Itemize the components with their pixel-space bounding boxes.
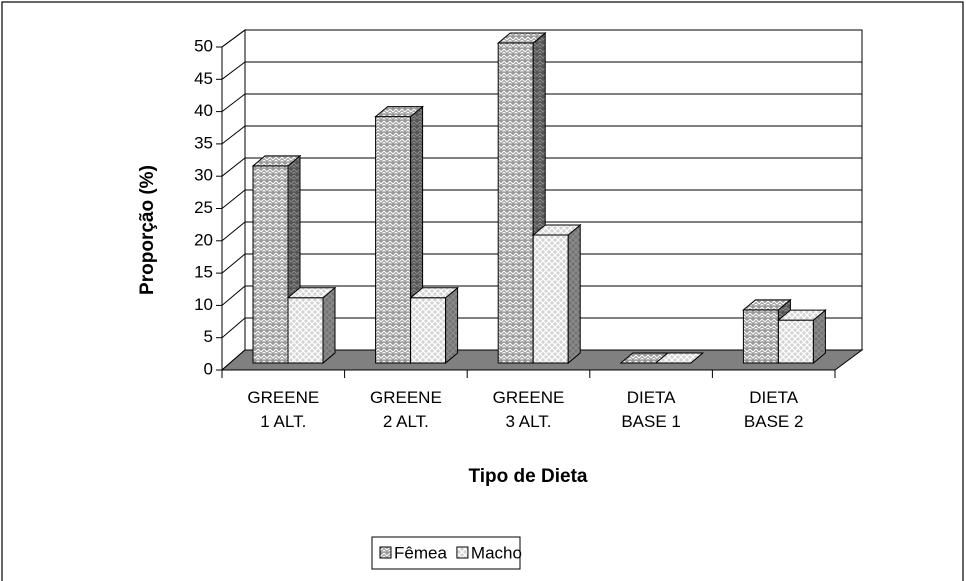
bar-side-shade [568,225,581,363]
x-tick-label: GREENE 1 ALT. [247,388,320,431]
bar-top [374,106,424,118]
grid-line-side [221,157,246,177]
bar-front [532,234,569,364]
grid-line-side [221,93,246,112]
legend-swatch [456,546,469,559]
legend-swatch [379,546,392,559]
y-tick-label: 20 [194,230,213,249]
bar-front [742,309,779,364]
x-tick-label: GREENE 3 ALT. [492,388,565,431]
bar-top [286,287,337,299]
legend-label: Fêmea [394,543,447,562]
y-tick-label: 25 [194,198,213,217]
grid-line-side [221,125,246,145]
bar-top [777,309,827,321]
bar-top [654,352,705,364]
bar-front [777,319,814,364]
y-tick-label: 50 [194,36,213,55]
legend-box [371,536,521,570]
bar-front [497,42,534,364]
grid-line-side [221,29,246,48]
bar [531,223,582,365]
y-tick-label: 35 [194,133,213,152]
bar-front [410,297,447,364]
y-tick-label: 45 [194,69,213,88]
y-tick-label: 15 [194,263,213,282]
bar-side-shade [813,310,826,363]
bar-top [251,155,302,167]
bar-top [496,32,547,44]
bar-top [742,299,792,311]
grid-line-side [221,285,246,306]
grid-line-side [221,221,246,242]
y-tick-label: 40 [194,101,213,120]
bar-top [409,287,459,299]
x-tick-label: DIETA BASE 2 [743,388,804,431]
bar-front [287,297,324,364]
y-tick-label: 30 [194,166,213,185]
x-tick-label: GREENE 2 ALT. [369,388,442,431]
grid-line-side [221,317,246,339]
x-axis-title: Tipo de Dieta [469,466,588,487]
side-wall [221,29,246,372]
bar [286,286,337,365]
bar-side-shade [445,287,458,363]
bar [654,352,705,364]
bar-top [531,224,582,236]
y-tick-label: 0 [204,359,213,378]
bar-side-shade [323,287,335,363]
y-tick-label: 5 [204,327,213,346]
grid-line-side [221,189,246,209]
grid-line-side [221,61,246,80]
bar [777,309,827,365]
bar-front [252,165,289,364]
bar-front [375,116,412,364]
bar [409,286,459,365]
y-tick-label: 10 [194,295,213,314]
grid-line-side [221,253,246,274]
y-axis-title: Proporção (%) [137,165,158,295]
legend-label: Macho [471,543,522,562]
x-tick-label: DIETA BASE 1 [621,388,681,431]
